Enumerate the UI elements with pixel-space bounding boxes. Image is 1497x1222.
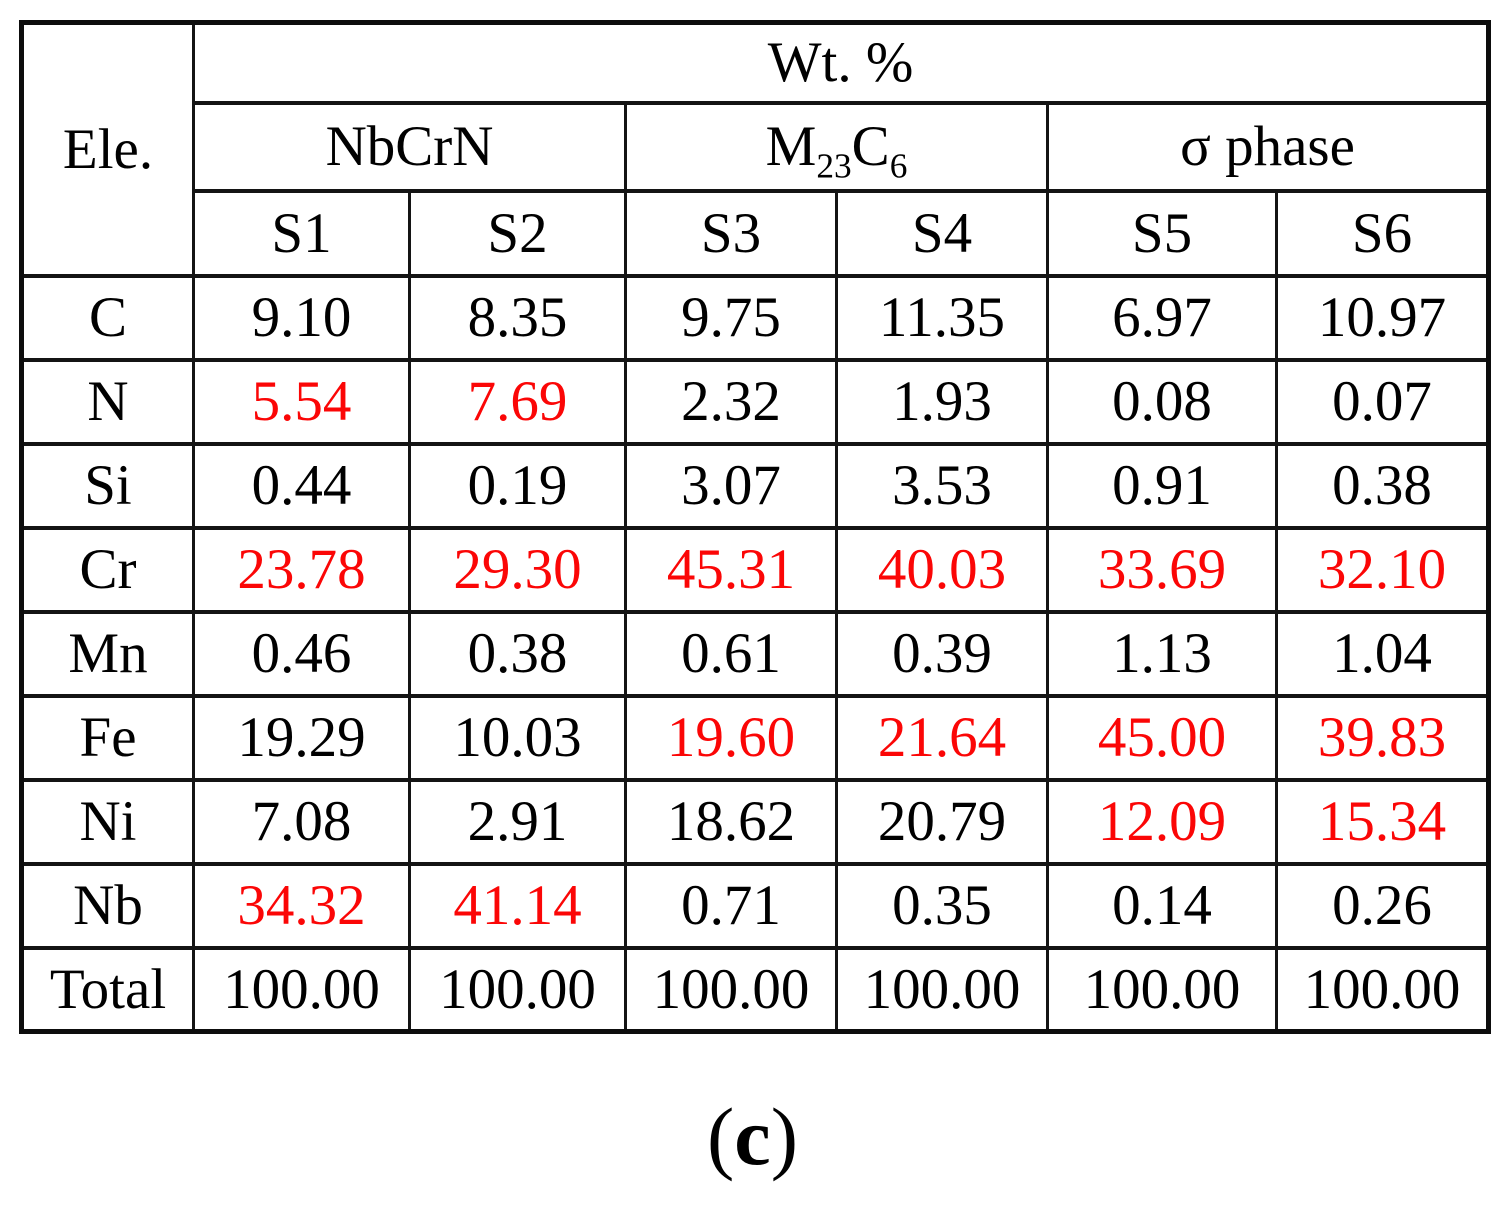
value-cell: 0.26 (1275, 861, 1490, 950)
value-cell: 2.32 (624, 357, 838, 446)
value-cell: 1.93 (835, 357, 1049, 446)
element-label: Ni (20, 777, 195, 866)
value-cell: 19.29 (192, 693, 411, 782)
phase-subscript: 6 (889, 146, 908, 186)
header-row-samples: S1 S2 S3 S4 S5 S6 (22, 188, 1490, 278)
element-label: Cr (20, 525, 195, 614)
element-label: Nb (20, 861, 195, 950)
value-cell: 0.46 (192, 609, 411, 698)
sample-header-s1: S1 (192, 188, 411, 278)
table-row: Ni 7.08 2.91 18.62 20.79 12.09 15.34 (20, 777, 1490, 866)
value-cell: 45.31 (624, 525, 838, 614)
phase-subscript: 23 (816, 146, 852, 186)
value-cell: 15.34 (1275, 777, 1490, 866)
value-cell: 0.38 (408, 609, 627, 698)
sample-header-s5: S5 (1046, 188, 1278, 278)
caption-close-paren: ) (770, 1091, 799, 1182)
value-cell: 0.35 (835, 861, 1049, 950)
value-cell: 32.10 (1275, 525, 1490, 614)
value-cell: 0.38 (1275, 441, 1490, 530)
phase-header-m23c6: M23C6 (624, 100, 1049, 193)
value-cell: 23.78 (192, 525, 411, 614)
caption-letter: c (734, 1091, 771, 1182)
sample-header-s6: S6 (1275, 188, 1490, 278)
value-cell: 11.35 (835, 273, 1049, 362)
element-label: Total (20, 945, 195, 1034)
element-label: Fe (20, 693, 195, 782)
phase-text: M (765, 115, 817, 178)
wt-percent-header: Wt. % (192, 20, 1490, 105)
value-cell: 1.13 (1046, 609, 1278, 698)
phase-text: σ phase (1180, 115, 1355, 178)
value-cell: 100.00 (1046, 945, 1278, 1034)
header-row-unit: Ele. Wt. % (20, 20, 1490, 278)
value-cell: 100.00 (624, 945, 838, 1034)
phase-text: C (851, 115, 890, 178)
table-row: Fe 19.29 10.03 19.60 21.64 45.00 39.83 (20, 693, 1490, 782)
sample-header-s3: S3 (624, 188, 838, 278)
value-cell: 0.08 (1046, 357, 1278, 446)
value-cell: 10.97 (1275, 273, 1490, 362)
value-cell: 100.00 (192, 945, 411, 1034)
phase-header-nbcrn: NbCrN (192, 100, 627, 193)
value-cell: 5.54 (192, 357, 411, 446)
value-cell: 7.08 (192, 777, 411, 866)
element-label: N (20, 357, 195, 446)
sample-header-s2: S2 (408, 188, 627, 278)
value-cell: 20.79 (835, 777, 1049, 866)
value-cell: 6.97 (1046, 273, 1278, 362)
value-cell: 9.75 (624, 273, 838, 362)
value-cell: 10.03 (408, 693, 627, 782)
value-cell: 29.30 (408, 525, 627, 614)
table-row: Mn 0.46 0.38 0.61 0.39 1.13 1.04 (20, 609, 1490, 698)
value-cell: 100.00 (1275, 945, 1490, 1034)
value-cell: 0.71 (624, 861, 838, 950)
value-cell: 100.00 (835, 945, 1049, 1034)
value-cell: 21.64 (835, 693, 1049, 782)
value-cell: 33.69 (1046, 525, 1278, 614)
element-label: Si (20, 441, 195, 530)
value-cell: 12.09 (1046, 777, 1278, 866)
value-cell: 40.03 (835, 525, 1049, 614)
value-cell: 39.83 (1275, 693, 1490, 782)
value-cell: 0.39 (835, 609, 1049, 698)
table-row: C 9.10 8.35 9.75 11.35 6.97 10.97 (20, 273, 1490, 362)
value-cell: 9.10 (192, 273, 411, 362)
value-cell: 7.69 (408, 357, 627, 446)
value-cell: 0.61 (624, 609, 838, 698)
value-cell: 0.14 (1046, 861, 1278, 950)
sample-header-s4: S4 (835, 188, 1049, 278)
value-cell: 19.60 (624, 693, 838, 782)
table-row: Total 100.00 100.00 100.00 100.00 100.00 100.0… (20, 945, 1490, 1034)
value-cell: 41.14 (408, 861, 627, 950)
value-cell: 3.07 (624, 441, 838, 530)
caption-open-paren: ( (706, 1091, 735, 1182)
figure-caption: (c) (19, 1091, 1486, 1182)
table-row: N 5.54 7.69 2.32 1.93 0.08 0.07 (20, 357, 1490, 446)
table-body: C 9.10 8.35 9.75 11.35 6.97 10.97 N 5.54 7.69 2.32… (20, 273, 1490, 1034)
value-cell: 34.32 (192, 861, 411, 950)
value-cell: 2.91 (408, 777, 627, 866)
value-cell: 8.35 (408, 273, 627, 362)
value-cell: 45.00 (1046, 693, 1278, 782)
value-cell: 100.00 (408, 945, 627, 1034)
value-cell: 0.19 (408, 441, 627, 530)
value-cell: 3.53 (835, 441, 1049, 530)
table-row: Cr 23.78 29.30 45.31 40.03 33.69 32.10 (20, 525, 1490, 614)
phase-text: NbCrN (325, 115, 494, 178)
corner-header-ele: Ele. (20, 20, 195, 278)
element-label: C (20, 273, 195, 362)
phase-header-sigma: σ phase (1046, 100, 1490, 193)
table-row: Si 0.44 0.19 3.07 3.53 0.91 0.38 (20, 441, 1490, 530)
value-cell: 0.91 (1046, 441, 1278, 530)
composition-table: Ele. Wt. % NbCrN M23C6 σ phase S1 S2 S3 … (19, 20, 1491, 1034)
table-row: Nb 34.32 41.14 0.71 0.35 0.14 0.26 (20, 861, 1490, 950)
value-cell: 0.07 (1275, 357, 1490, 446)
header-row-phase: NbCrN M23C6 σ phase (22, 100, 1490, 193)
value-cell: 0.44 (192, 441, 411, 530)
element-label: Mn (20, 609, 195, 698)
value-cell: 1.04 (1275, 609, 1490, 698)
value-cell: 18.62 (624, 777, 838, 866)
